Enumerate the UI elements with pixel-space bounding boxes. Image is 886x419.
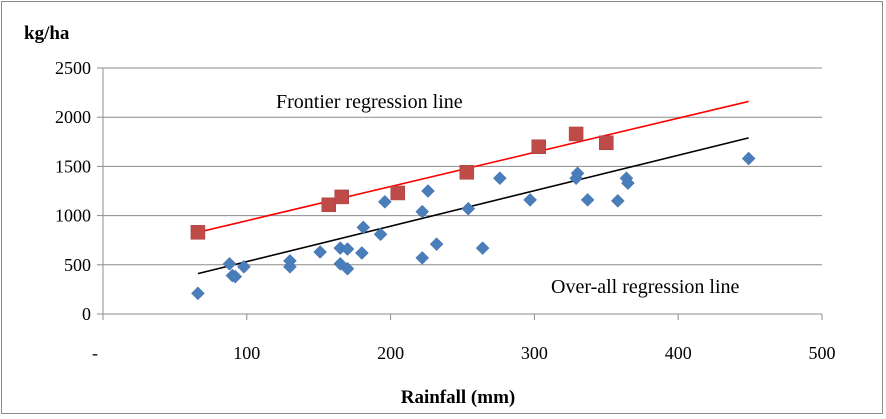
diamond-point <box>610 193 625 208</box>
square-point <box>531 139 546 154</box>
x-tick-label: 400 <box>665 343 692 363</box>
diamond-point <box>621 176 635 190</box>
x-tick-label: 200 <box>377 343 404 363</box>
x-tick-label: 300 <box>521 343 548 363</box>
diamond-point <box>461 201 476 216</box>
diamond-point <box>523 193 537 207</box>
diamond-point <box>191 286 205 301</box>
diamond-point <box>283 254 297 268</box>
diamond-point <box>570 166 585 181</box>
overall-regression-line <box>197 137 749 275</box>
diamond-point <box>340 242 355 256</box>
diamond-point <box>228 269 243 284</box>
y-tick-label: 500 <box>64 255 91 275</box>
y-tick-label: 1000 <box>55 206 91 226</box>
axes <box>97 67 823 320</box>
diamond-point <box>340 261 355 276</box>
diamond-point <box>429 237 444 251</box>
diamond-point <box>415 251 430 265</box>
diamond-point <box>475 241 490 255</box>
diamond-point <box>222 256 237 271</box>
square-point <box>321 197 337 213</box>
diamond-point <box>377 194 392 209</box>
diamond-point <box>354 246 369 260</box>
tick-labels: 0 500 1000 1500 2000 2500 - 100 200 300 400 500 <box>55 58 836 363</box>
x-tick-label: - <box>92 343 98 363</box>
square-point <box>390 185 406 201</box>
diamond-point <box>373 227 388 242</box>
y-tick-label: 1500 <box>55 156 91 176</box>
regression-lines <box>197 100 749 275</box>
diamond-point <box>237 259 251 274</box>
square-point <box>334 189 349 205</box>
diamond-point <box>421 184 435 198</box>
x-tick-label: 500 <box>809 343 836 363</box>
y-tick-label: 2000 <box>55 107 91 127</box>
y-axis-label: kg/ha <box>24 23 70 44</box>
diamond-point <box>356 220 371 235</box>
square-point <box>459 165 475 180</box>
square-point <box>568 126 584 142</box>
diamond-point <box>415 204 430 219</box>
y-tick-label: 2500 <box>55 58 91 78</box>
x-axis-label: Rainfall (mm) <box>401 387 516 408</box>
x-tick-label: 100 <box>233 343 260 363</box>
diamond-point <box>493 171 507 186</box>
square-point <box>190 225 206 240</box>
frontier-line-annotation: Frontier regression line <box>276 91 463 113</box>
data-points <box>190 126 756 301</box>
square-point <box>599 135 614 151</box>
y-tick-label: 0 <box>82 304 91 324</box>
overall-line-annotation: Over-all regression line <box>551 276 740 298</box>
diamond-point <box>313 245 327 259</box>
diamond-point <box>741 151 756 166</box>
diamond-point <box>580 193 595 207</box>
